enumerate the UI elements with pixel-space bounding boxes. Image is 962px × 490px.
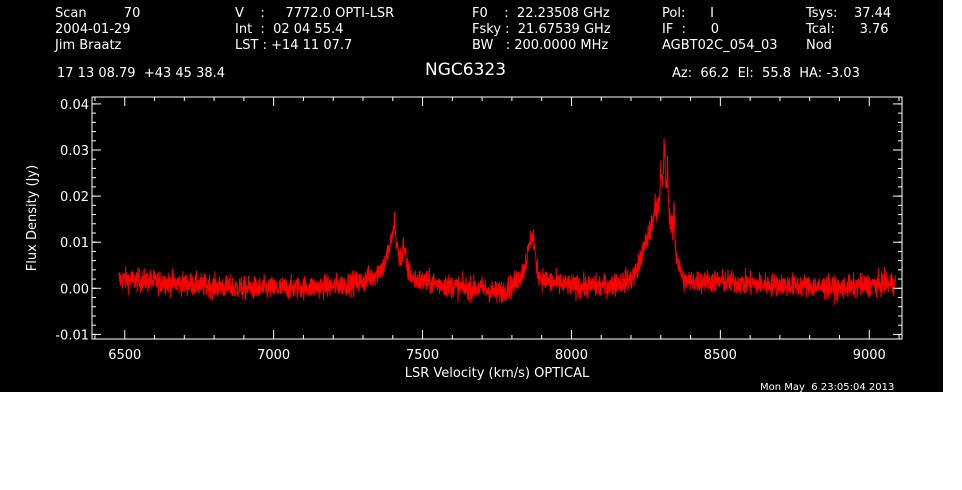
bandwidth-label: BW : 200.0000 MHz [472, 38, 609, 53]
spectrum-chart: 6500 7000 7500 8000 8500 9000 -0.01 0.00 0.01 0.0… [25, 96, 903, 381]
observer-label: Jim Braatz [55, 38, 122, 53]
scan-label: Scan 70 [55, 6, 141, 21]
procedure-label: Nod [806, 38, 832, 53]
y-tick-label: 0.04 [60, 98, 89, 113]
sky-frequency-label: Fsky : 21.67539 GHz [472, 22, 611, 37]
x-tick-label: 6500 [108, 348, 141, 363]
y-tick-label: -0.01 [55, 328, 89, 343]
y-axis-label: Flux Density (Jy) [25, 165, 40, 271]
x-tick-label: 7500 [406, 348, 439, 363]
tcal-label: Tcal: 3.76 [806, 22, 889, 37]
integration-label: Int : 02 04 55.4 [235, 22, 344, 37]
x-axis-label: LSR Velocity (km/s) OPTICAL [405, 366, 590, 381]
lst-label: LST : +14 11 07.7 [235, 38, 353, 53]
if-label: IF : 0 [662, 22, 720, 37]
plot-frame [91, 96, 903, 340]
rest-frequency-label: F0 : 22.23508 GHz [472, 6, 610, 21]
x-tick-label: 8000 [555, 348, 588, 363]
x-tick-label: 8500 [704, 348, 737, 363]
plot-panel [0, 0, 943, 392]
x-tick-label: 7000 [257, 348, 290, 363]
y-tick-label: 0.00 [60, 282, 89, 297]
date-label: 2004-01-29 [55, 22, 131, 37]
velocity-label: V : 7772.0 OPTI-LSR [235, 6, 395, 21]
y-tick-label: 0.02 [60, 190, 89, 205]
x-tick-label: 9000 [853, 348, 886, 363]
pointing-label: Az: 66.2 El: 55.8 HA: -3.03 [672, 66, 860, 81]
y-tick-label: 0.03 [60, 144, 89, 159]
coordinates-label: 17 13 08.79 +43 45 38.4 [57, 66, 226, 81]
source-name: NGC6323 [425, 60, 507, 80]
tsys-label: Tsys: 37.44 [806, 6, 892, 21]
project-label: AGBT02C_054_03 [662, 38, 778, 53]
timestamp-label: Mon May 6 23:05:04 2013 [760, 382, 895, 393]
polarization-label: Pol: I [662, 6, 714, 21]
y-tick-label: 0.01 [60, 236, 89, 251]
spectrum-trace [118, 138, 896, 306]
